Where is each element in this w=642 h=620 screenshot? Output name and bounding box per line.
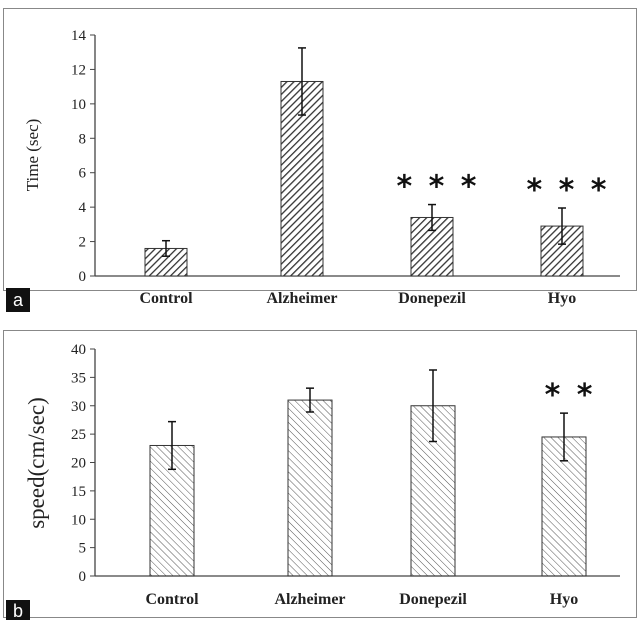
error-bar-b-control (168, 420, 176, 471)
y-tick-label-a: 12 (71, 62, 86, 78)
category-label-a-alzheimer: Alzheimer (266, 290, 337, 307)
y-tick-label-a: 0 (79, 269, 87, 285)
bar-a-control (144, 247, 188, 277)
category-label-b-hyo: Hyo (550, 591, 578, 608)
y-tick-label-a: 8 (79, 131, 87, 147)
error-bar-a-control (162, 239, 170, 257)
category-label-a-hyo: Hyo (548, 290, 576, 307)
chart-panel-b: 0 5 10 15 20 25 30 35 40 speed(cm/sec) Control Alzh… (24, 342, 620, 608)
y-axis-label-a: Time (sec) (23, 119, 42, 192)
bar-b-alzheimer (287, 399, 333, 577)
significance-marker-b-hyo: * * (545, 378, 596, 413)
y-tick-label-b: 15 (71, 484, 86, 500)
category-label-b-control: Control (145, 591, 199, 608)
category-label-b-donepezil: Donepezil (399, 591, 467, 608)
error-bar-a-hyo (558, 207, 566, 245)
y-tick-label-a: 6 (79, 166, 87, 182)
panel-a-label: a (6, 288, 30, 312)
svg-text:b: b (13, 601, 23, 620)
error-bar-b-donepezil (429, 369, 437, 443)
significance-marker-a-hyo: * * * (527, 173, 610, 208)
y-tick-label-b: 10 (71, 512, 86, 528)
panel-a-frame (3, 8, 637, 291)
y-tick-label-a: 4 (79, 200, 87, 216)
y-tick-label-a: 14 (71, 28, 87, 44)
bar-a-alzheimer (280, 80, 324, 277)
error-bar-b-hyo (560, 412, 568, 462)
significance-marker-a-donepezil: * * * (397, 170, 480, 205)
y-tick-label-b: 40 (71, 342, 86, 358)
category-label-a-control: Control (139, 290, 193, 307)
category-label-a-donepezil: Donepezil (398, 290, 466, 307)
y-tick-label-b: 25 (71, 427, 86, 443)
panel-b-label: b (6, 600, 30, 620)
chart-panel-a: 0 2 4 6 8 10 12 14 Time (sec) Control Alzheimer * *… (23, 28, 620, 307)
y-tick-label-a: 2 (79, 235, 87, 251)
y-tick-label-b: 35 (71, 370, 86, 386)
panel-b-frame (3, 330, 637, 618)
y-axis-label-b: speed(cm/sec) (24, 397, 49, 529)
y-tick-label-b: 0 (79, 569, 87, 585)
y-tick-label-b: 20 (71, 456, 86, 472)
category-label-b-alzheimer: Alzheimer (274, 591, 345, 608)
error-bar-b-alzheimer (306, 387, 314, 413)
y-tick-label-b: 5 (79, 541, 87, 557)
svg-text:a: a (13, 290, 24, 310)
y-tick-label-b: 30 (71, 399, 86, 415)
y-tick-label-a: 10 (71, 97, 86, 113)
error-bar-a-donepezil (428, 203, 436, 232)
error-bar-a-alzheimer (298, 47, 306, 116)
